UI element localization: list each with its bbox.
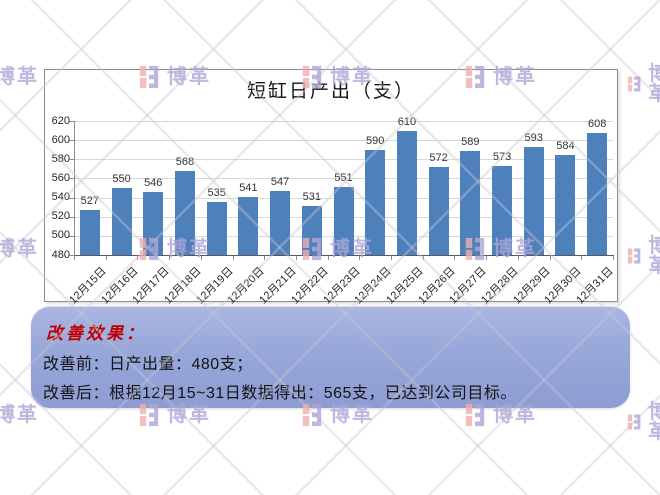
bar bbox=[365, 149, 386, 255]
y-gridline bbox=[74, 121, 613, 122]
bar-value-label: 551 bbox=[334, 172, 353, 185]
x-axis-tick bbox=[613, 256, 614, 260]
y-gridline bbox=[74, 178, 613, 180]
y-tick-label: 620 bbox=[51, 114, 70, 127]
daily-output-chart: 短缸日产出（支） 480 500 520 540 560 580 600 620 527 12月1… bbox=[44, 69, 618, 307]
x-axis-tick bbox=[422, 256, 424, 260]
plot-area: 480 500 520 540 560 580 600 620 527 12月15日 550 12月1… bbox=[52, 115, 616, 307]
x-axis-tick bbox=[581, 256, 583, 260]
bar bbox=[523, 146, 544, 255]
bar bbox=[79, 210, 100, 255]
watermark-brand-text: 博革 bbox=[167, 404, 211, 426]
bar bbox=[143, 191, 164, 255]
bar bbox=[492, 166, 513, 255]
bar-value-label: 531 bbox=[302, 191, 321, 204]
bar-value-label: 568 bbox=[175, 155, 195, 168]
x-axis-tick bbox=[359, 256, 361, 260]
watermark-brand-text: 博革 bbox=[0, 66, 39, 88]
x-axis-tick bbox=[327, 256, 329, 260]
bar bbox=[428, 166, 449, 255]
summary-line-before: 改善前：日产出量：480支； bbox=[43, 356, 253, 373]
bar bbox=[111, 188, 132, 255]
x-axis-tick bbox=[137, 256, 139, 260]
bar-value-label: 541 bbox=[239, 181, 258, 194]
x-axis-tick bbox=[454, 256, 456, 260]
bar bbox=[238, 196, 259, 255]
y-tick-label: 600 bbox=[51, 133, 70, 146]
x-axis-tick bbox=[200, 256, 202, 260]
bar bbox=[206, 202, 227, 255]
y-axis-tick bbox=[69, 159, 74, 161]
brand-watermark: 博革 bbox=[626, 402, 660, 442]
brand-watermark: 博革 bbox=[0, 64, 39, 90]
brand-watermark: 博革 bbox=[0, 402, 39, 428]
bar bbox=[270, 190, 291, 255]
x-axis-tick bbox=[264, 256, 266, 260]
x-axis-tick bbox=[232, 256, 234, 260]
x-axis-tick bbox=[169, 256, 171, 260]
watermark-brand-text: 博革 bbox=[0, 404, 39, 426]
x-axis-tick bbox=[486, 256, 488, 260]
bar-value-label: 546 bbox=[144, 176, 163, 189]
y-axis-tick bbox=[69, 255, 74, 256]
bar-value-label: 610 bbox=[397, 115, 417, 128]
y-axis-tick bbox=[69, 235, 74, 237]
y-axis-tick bbox=[69, 216, 74, 218]
bar bbox=[301, 206, 322, 255]
bar bbox=[555, 155, 576, 255]
bar bbox=[333, 187, 354, 255]
bar-value-label: 547 bbox=[270, 175, 290, 188]
bogee-logo-icon bbox=[627, 76, 641, 92]
bar bbox=[587, 132, 608, 255]
x-axis-tick bbox=[105, 256, 107, 260]
bar-value-label: 573 bbox=[492, 151, 512, 163]
bar-value-label: 589 bbox=[461, 135, 480, 148]
bogee-logo-icon bbox=[627, 248, 641, 264]
y-tick-label: 520 bbox=[51, 210, 70, 223]
y-gridline bbox=[74, 140, 613, 142]
watermark-brand-text: 博革 bbox=[330, 404, 374, 426]
bar bbox=[460, 150, 481, 255]
y-tick-label: 540 bbox=[51, 191, 70, 204]
bar-value-label: 527 bbox=[80, 195, 100, 208]
brand-watermark: 博革 bbox=[626, 64, 660, 104]
improvement-summary-box: 改善效果： 改善前：日产出量：480支； 改善后：根据12月15~31日数据得出… bbox=[31, 306, 630, 408]
y-tick-label: 580 bbox=[51, 152, 70, 165]
bar-value-label: 550 bbox=[112, 173, 131, 185]
y-axis-line bbox=[74, 121, 75, 256]
bar bbox=[396, 130, 417, 255]
x-axis-tick bbox=[391, 256, 393, 260]
watermark-brand-text: 博革 bbox=[648, 402, 660, 442]
brand-watermark: 博革 bbox=[626, 236, 660, 276]
y-gridline bbox=[74, 159, 613, 161]
watermark-brand-text: 博革 bbox=[493, 404, 537, 426]
summary-heading: 改善效果： bbox=[46, 324, 146, 344]
x-axis-tick bbox=[74, 256, 75, 260]
bar-value-label: 584 bbox=[556, 140, 575, 153]
chart-title: 短缸日产出（支） bbox=[246, 80, 415, 102]
x-axis-tick bbox=[549, 256, 551, 260]
bar-value-label: 593 bbox=[524, 131, 543, 144]
x-axis-line bbox=[74, 255, 614, 256]
x-axis-tick bbox=[295, 256, 297, 260]
y-tick-label: 500 bbox=[51, 229, 70, 242]
bar-value-label: 608 bbox=[587, 117, 607, 130]
bar-value-label: 572 bbox=[429, 151, 448, 164]
bar-value-label: 535 bbox=[207, 187, 226, 200]
y-tick-label: 560 bbox=[51, 171, 70, 184]
watermark-brand-text: 博革 bbox=[648, 64, 660, 104]
y-axis-tick bbox=[69, 178, 74, 180]
bogee-logo-icon bbox=[627, 414, 641, 430]
y-axis-tick bbox=[69, 140, 74, 142]
y-axis-tick bbox=[69, 121, 74, 122]
x-axis-tick bbox=[517, 256, 519, 260]
summary-line-after: 改善后：根据12月15~31日数据得出：565支，已达到公司目标。 bbox=[43, 385, 517, 402]
watermark-brand-text: 博革 bbox=[648, 236, 660, 276]
y-tick-label: 480 bbox=[51, 248, 70, 261]
y-axis-tick bbox=[69, 197, 74, 199]
bar bbox=[174, 170, 195, 255]
bar-value-label: 590 bbox=[366, 134, 385, 147]
